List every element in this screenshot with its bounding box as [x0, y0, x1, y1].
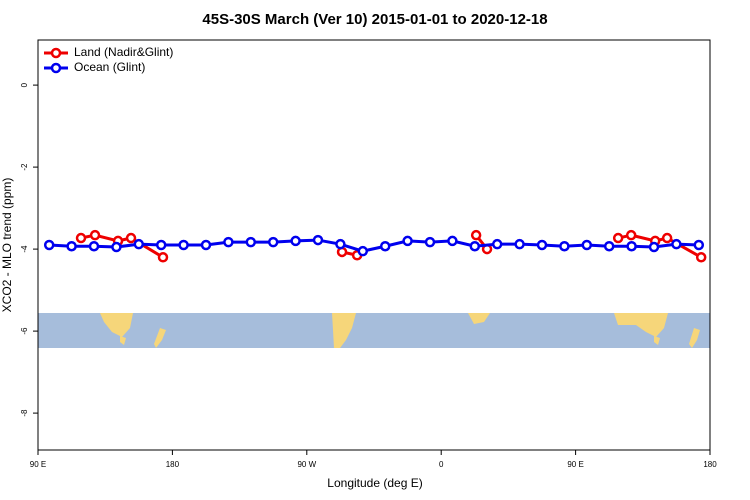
data-point [88, 240, 100, 252]
land-shape [468, 313, 490, 324]
data-point [111, 241, 122, 253]
data-point [603, 240, 615, 252]
data-point [66, 240, 77, 252]
x-tick-label: 180 [166, 460, 180, 469]
y-tick-label: -8 [20, 409, 29, 417]
x-tick-label: 90 W [297, 460, 316, 469]
data-point [245, 236, 257, 248]
chart-title: 45S-30S March (Ver 10) 2015-01-01 to 202… [202, 11, 547, 28]
y-tick-label: -2 [20, 163, 29, 171]
data-point [379, 240, 391, 252]
data-point [200, 239, 212, 251]
land-shape [154, 328, 166, 348]
data-point [89, 229, 101, 241]
land-shape [120, 336, 126, 345]
land-shape [100, 313, 133, 337]
y-tick-label: -6 [20, 327, 29, 335]
ocean-band [38, 313, 710, 348]
land-shape [614, 313, 668, 337]
data-point [612, 232, 624, 244]
data-point [671, 238, 682, 250]
data-point [581, 239, 593, 251]
data-point [290, 235, 301, 247]
y-axis-label: XCO2 - MLO trend (ppm) [0, 178, 14, 313]
data-point [693, 239, 705, 251]
plot-frame [37, 39, 711, 451]
x-tick-label: 90 E [567, 460, 583, 469]
land-shape [332, 313, 356, 348]
data-point [157, 252, 169, 263]
data-point [469, 240, 481, 252]
x-axis-label: Longitude (deg E) [327, 476, 422, 490]
x-tick-label: 90 E [30, 460, 46, 469]
legend-label: Land (Nadir&Glint) [74, 45, 173, 59]
data-point [447, 235, 458, 247]
series-line [49, 238, 699, 253]
data-point [43, 239, 55, 251]
data-point [648, 241, 660, 253]
data-point [491, 238, 503, 250]
data-point [125, 232, 137, 244]
legend-marker [50, 62, 62, 74]
data-point [514, 238, 525, 250]
data-point [536, 239, 548, 251]
data-point [625, 229, 637, 241]
x-tick-label: 180 [703, 460, 717, 469]
x-tick-label: 0 [439, 460, 444, 469]
data-point [133, 238, 145, 250]
data-point [661, 232, 673, 244]
data-point [470, 229, 482, 241]
data-point [267, 236, 279, 248]
land-shape [689, 328, 700, 348]
data-point [559, 240, 570, 252]
data-point [402, 235, 413, 247]
data-point [312, 234, 324, 246]
legend-label: Ocean (Glint) [74, 60, 145, 74]
y-tick-label: 0 [20, 82, 29, 87]
data-point [335, 238, 346, 250]
legend-marker [50, 47, 62, 59]
y-tick-label: -4 [20, 245, 29, 253]
data-point [357, 245, 369, 257]
data-point [424, 236, 436, 248]
data-point [155, 239, 167, 251]
data-point [626, 240, 637, 252]
data-point [75, 232, 87, 244]
data-point [695, 252, 707, 263]
land-shape [654, 336, 660, 345]
map-band [38, 313, 710, 348]
data-point [223, 236, 234, 248]
data-point [178, 239, 189, 251]
